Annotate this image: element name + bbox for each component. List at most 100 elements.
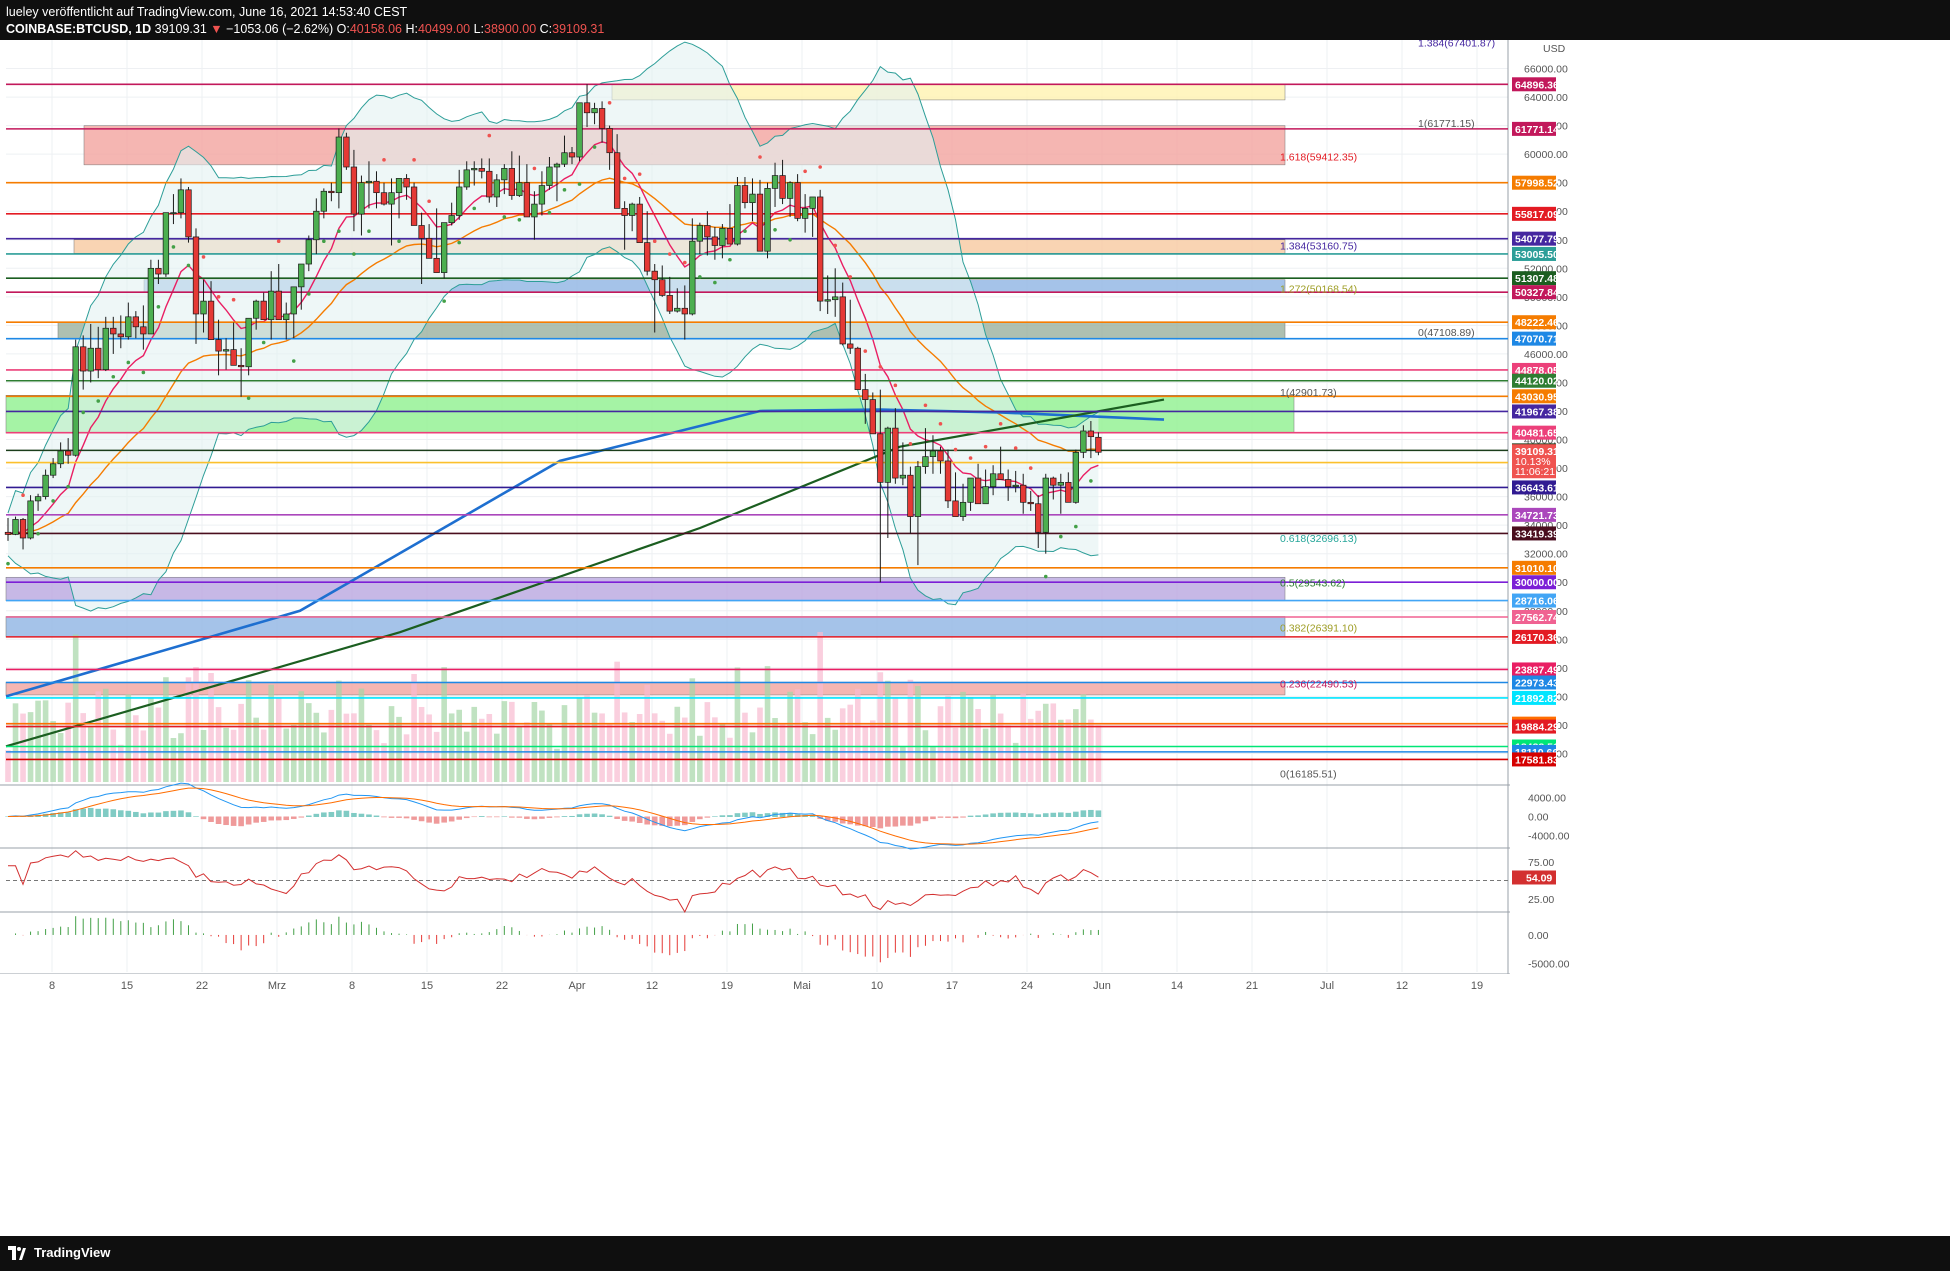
- candle-body[interactable]: [177, 189, 185, 214]
- candle-body[interactable]: [801, 208, 809, 219]
- candle-body[interactable]: [49, 463, 57, 476]
- candle-body[interactable]: [719, 228, 726, 246]
- candle-body[interactable]: [95, 347, 102, 370]
- candle-body[interactable]: [343, 136, 350, 168]
- candle-body[interactable]: [689, 240, 696, 315]
- candle-body[interactable]: [974, 477, 982, 505]
- candle-body[interactable]: [410, 186, 418, 226]
- candle-body[interactable]: [832, 296, 839, 301]
- candle-body[interactable]: [651, 270, 658, 281]
- candle-body[interactable]: [478, 168, 485, 172]
- candle-body[interactable]: [922, 456, 929, 467]
- candle-body[interactable]: [403, 178, 410, 188]
- candle-body[interactable]: [358, 182, 365, 215]
- candle-body[interactable]: [982, 486, 989, 505]
- candle-body[interactable]: [34, 496, 42, 502]
- candle-body[interactable]: [997, 473, 1004, 480]
- candle-body[interactable]: [350, 166, 358, 215]
- candle-body[interactable]: [854, 347, 861, 390]
- candle-body[interactable]: [734, 185, 741, 245]
- candle-body[interactable]: [42, 474, 49, 497]
- candle-body[interactable]: [553, 163, 561, 168]
- candle-body[interactable]: [749, 193, 756, 204]
- candle-body[interactable]: [373, 180, 380, 194]
- candle-body[interactable]: [27, 500, 34, 539]
- candle-body[interactable]: [1095, 436, 1102, 453]
- candle-body[interactable]: [1035, 503, 1042, 533]
- candle-body[interactable]: [523, 182, 531, 218]
- candle-body[interactable]: [839, 296, 846, 345]
- candle-body[interactable]: [260, 300, 267, 321]
- candle-body[interactable]: [87, 347, 94, 372]
- candle-body[interactable]: [283, 313, 290, 321]
- candle-body[interactable]: [508, 168, 515, 196]
- candle-body[interactable]: [245, 317, 252, 368]
- candle-body[interactable]: [764, 188, 771, 252]
- candle-body[interactable]: [102, 327, 109, 370]
- candle-body[interactable]: [471, 168, 478, 171]
- candle-body[interactable]: [493, 179, 500, 198]
- candle-body[interactable]: [1072, 452, 1079, 503]
- candle-body[interactable]: [636, 203, 643, 243]
- candle-body[interactable]: [380, 192, 388, 205]
- candle-body[interactable]: [170, 212, 177, 215]
- price-axis[interactable]: USD66000.0064000.0062000.0060000.0058000…: [1510, 40, 1950, 974]
- candle-body[interactable]: [12, 519, 19, 535]
- candle-body[interactable]: [756, 193, 764, 252]
- candle-body[interactable]: [162, 212, 170, 275]
- candle-body[interactable]: [418, 225, 425, 239]
- candle-body[interactable]: [696, 225, 703, 242]
- candle-body[interactable]: [463, 169, 470, 188]
- candle-body[interactable]: [809, 196, 816, 209]
- candle-body[interactable]: [741, 185, 749, 204]
- candle-body[interactable]: [1065, 481, 1072, 503]
- candle-body[interactable]: [215, 339, 222, 352]
- candle-body[interactable]: [786, 182, 794, 199]
- candle-body[interactable]: [335, 136, 343, 194]
- candle-body[interactable]: [395, 178, 403, 194]
- candle-body[interactable]: [388, 192, 395, 205]
- candle-body[interactable]: [711, 236, 719, 246]
- candle-body[interactable]: [207, 300, 215, 341]
- price-chart[interactable]: 1.384(67401.87) 1(61771.15) 1.618(59412.35…: [0, 40, 1950, 1236]
- candle-body[interactable]: [192, 236, 200, 315]
- candle-body[interactable]: [824, 299, 831, 302]
- candle-body[interactable]: [914, 466, 922, 517]
- candle-body[interactable]: [568, 152, 576, 158]
- candle-body[interactable]: [546, 166, 553, 186]
- candle-body[interactable]: [779, 175, 786, 199]
- candle-body[interactable]: [125, 316, 132, 338]
- candle-body[interactable]: [606, 128, 613, 154]
- candle-body[interactable]: [313, 210, 320, 241]
- candle-body[interactable]: [433, 257, 440, 273]
- candle-body[interactable]: [1027, 501, 1034, 505]
- candle-body[interactable]: [598, 108, 606, 129]
- candle-body[interactable]: [290, 286, 297, 315]
- candle-body[interactable]: [237, 364, 245, 368]
- time-axis[interactable]: 8 15 22 Mrz 8 15 22 Apr 12 19 Mai 10 17 24 Jun 14 21 Jul 1…: [0, 974, 1950, 996]
- candle-body[interactable]: [907, 474, 914, 517]
- candle-body[interactable]: [298, 263, 305, 288]
- candle-body[interactable]: [862, 389, 869, 400]
- candle-body[interactable]: [222, 349, 230, 352]
- candle-body[interactable]: [681, 307, 688, 315]
- candle-body[interactable]: [621, 208, 628, 216]
- candle-body[interactable]: [425, 237, 433, 259]
- candle-body[interactable]: [613, 152, 621, 209]
- candle-body[interactable]: [869, 399, 876, 435]
- candle-body[interactable]: [1050, 477, 1057, 486]
- candle-body[interactable]: [1020, 484, 1027, 503]
- candle-body[interactable]: [365, 180, 373, 184]
- candle-body[interactable]: [275, 290, 282, 321]
- candle-body[interactable]: [726, 228, 734, 245]
- candle-body[interactable]: [441, 222, 448, 273]
- candle-body[interactable]: [884, 427, 891, 483]
- candle-body[interactable]: [674, 307, 681, 312]
- candle-body[interactable]: [629, 203, 636, 216]
- candles[interactable]: [4, 84, 1102, 583]
- candle-body[interactable]: [561, 152, 568, 165]
- candle-body[interactable]: [501, 168, 508, 181]
- candle-body[interactable]: [704, 225, 711, 238]
- candle-body[interactable]: [644, 242, 651, 272]
- candle-body[interactable]: [531, 203, 538, 218]
